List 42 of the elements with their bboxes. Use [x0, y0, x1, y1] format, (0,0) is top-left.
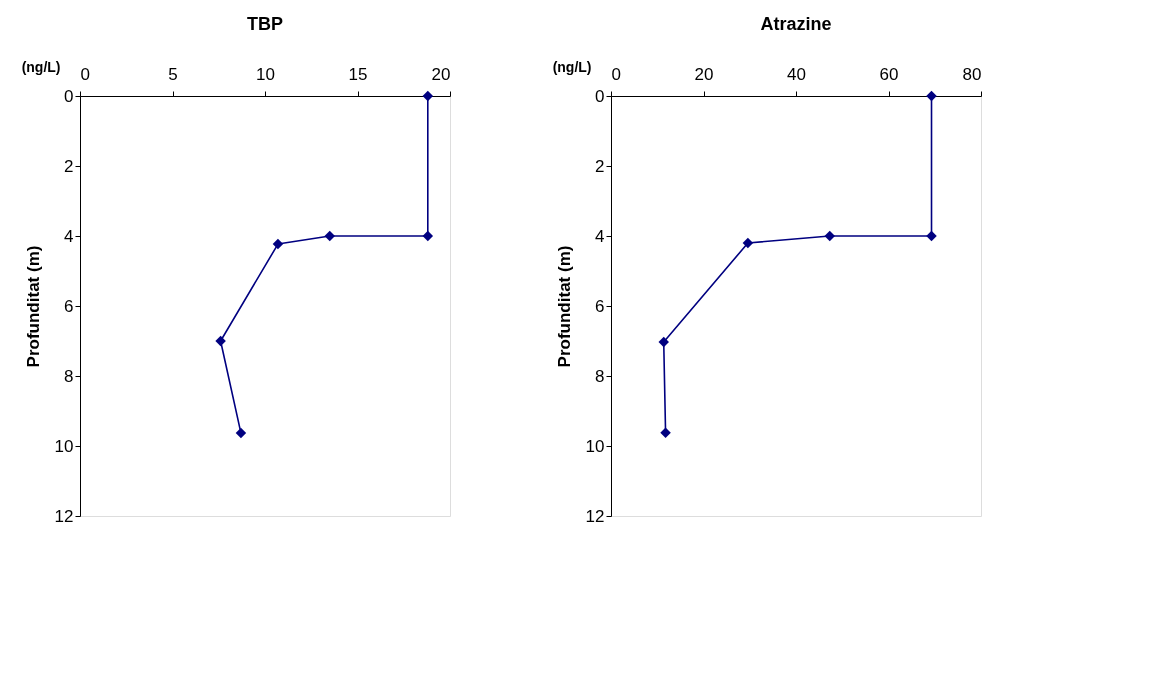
x-tick-label: 0 [80, 64, 90, 84]
y-tick-label: 2 [64, 156, 74, 176]
y-tick-label: 12 [54, 506, 74, 526]
y-tick-label: 6 [64, 296, 74, 316]
point [660, 427, 671, 438]
point [324, 230, 335, 242]
point [824, 230, 836, 242]
x-axis-title: (ng/L) [21, 58, 61, 75]
x-tick-label: 20 [431, 64, 451, 84]
y-tick-label: 10 [54, 436, 74, 456]
point [422, 90, 434, 102]
x-tick-label: 60 [879, 64, 899, 84]
y-tick-label: 8 [64, 366, 74, 386]
y-axis-title: Profunditat (m) [554, 245, 574, 368]
y-tick-label: 8 [595, 366, 605, 386]
y-axis-title: Profunditat (m) [23, 245, 43, 368]
point [272, 238, 284, 250]
y-tick-label: 4 [595, 226, 605, 246]
point [215, 335, 226, 347]
x-tick-label: 5 [168, 64, 178, 84]
point [422, 230, 434, 242]
y-tick-label: 12 [585, 506, 605, 526]
point [658, 336, 669, 348]
point [926, 230, 937, 242]
y-tick-label: 2 [595, 156, 605, 176]
point [235, 427, 247, 439]
y-tick-label: 10 [585, 436, 605, 456]
y-tick-label: 0 [595, 86, 605, 106]
x-tick-label: 20 [694, 64, 714, 84]
y-tick-label: 4 [64, 226, 74, 246]
x-tick-label: 40 [787, 64, 806, 84]
point [742, 237, 754, 249]
x-tick-label: 0 [611, 64, 621, 84]
y-tick-label: 6 [595, 296, 605, 316]
x-tick-label: 15 [348, 64, 368, 84]
y-tick-label: 0 [64, 86, 74, 106]
x-tick-label: 10 [256, 64, 275, 84]
x-tick-label: 80 [962, 64, 982, 84]
x-axis-title: (ng/L) [552, 58, 592, 75]
point [926, 90, 937, 102]
chart-title: TBP [247, 14, 283, 34]
chart-title: Atrazine [760, 14, 832, 34]
